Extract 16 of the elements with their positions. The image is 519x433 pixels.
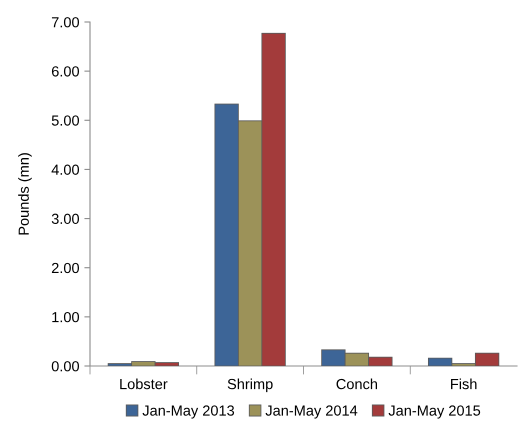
y-tick-label: 5.00 bbox=[52, 115, 80, 126]
x-tick-label: Conch bbox=[336, 378, 378, 390]
y-tick-label: 4.00 bbox=[52, 164, 80, 175]
legend-label: Jan-May 2014 bbox=[266, 405, 358, 419]
legend-label: Jan-May 2015 bbox=[388, 405, 480, 419]
y-tick-label: 6.00 bbox=[52, 66, 80, 77]
y-tick-label: 0.00 bbox=[52, 361, 80, 372]
y-tick-label: 2.00 bbox=[52, 262, 80, 274]
y-axis-title: Pounds (mn) bbox=[18, 153, 32, 235]
x-tick-label: Lobster bbox=[120, 378, 168, 390]
legend-label: Jan-May 2013 bbox=[142, 405, 234, 419]
y-tick-label: 7.00 bbox=[52, 17, 80, 28]
y-tick-label: 3.00 bbox=[52, 214, 80, 224]
y-tick-label: 1.00 bbox=[52, 312, 80, 322]
x-tick-label: Fish bbox=[451, 378, 476, 390]
x-tick-label: Shrimp bbox=[228, 378, 273, 392]
